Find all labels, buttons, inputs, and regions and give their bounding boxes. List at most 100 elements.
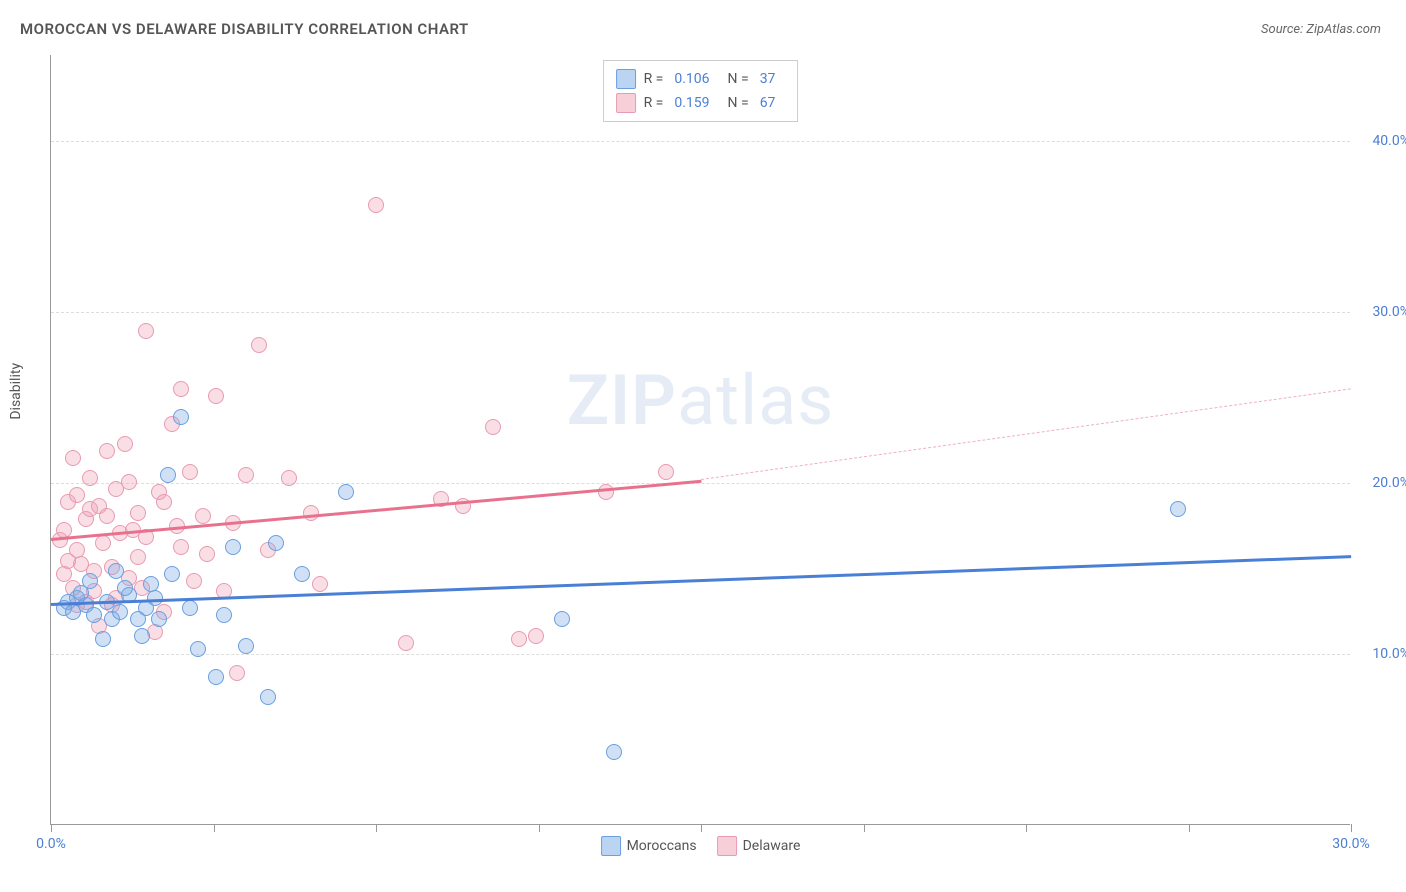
data-point [554, 611, 570, 627]
watermark-bold: ZIP [567, 360, 677, 442]
n-label: N = [728, 95, 749, 111]
data-point [195, 508, 211, 524]
data-point [338, 484, 354, 500]
watermark: ZIPatlas [567, 360, 835, 442]
watermark-rest: atlas [677, 360, 834, 442]
data-point [134, 628, 150, 644]
data-point [303, 505, 319, 521]
data-point [208, 669, 224, 685]
r-label: R = [644, 95, 664, 111]
n-label: N = [728, 71, 749, 87]
stats-legend: R = 0.106 N = 37 R = 0.159 N = 67 [603, 60, 799, 122]
legend-label-moroccans: Moroccans [627, 838, 697, 854]
data-point [130, 549, 146, 565]
trend-dash-delaware [701, 389, 1351, 481]
data-point [229, 665, 245, 681]
n-value-delaware: 67 [760, 95, 776, 111]
swatch-blue-icon [601, 836, 621, 856]
data-point [485, 419, 501, 435]
x-tick [1189, 824, 1190, 832]
data-point [95, 535, 111, 551]
data-point [238, 467, 254, 483]
x-tick-label-right: 30.0% [1332, 836, 1370, 852]
data-point [511, 631, 527, 647]
data-point [173, 409, 189, 425]
data-point [138, 323, 154, 339]
data-point [190, 641, 206, 657]
data-point [1170, 501, 1186, 517]
data-point [368, 197, 384, 213]
legend-item-delaware: Delaware [717, 836, 801, 856]
trend-line-delaware [51, 479, 701, 540]
data-point [312, 576, 328, 592]
r-value-moroccans: 0.106 [674, 71, 709, 87]
data-point [268, 535, 284, 551]
data-point [173, 539, 189, 555]
data-point [130, 505, 146, 521]
data-point [86, 607, 102, 623]
data-point [117, 580, 133, 596]
data-point [281, 470, 297, 486]
data-point [182, 600, 198, 616]
data-point [160, 467, 176, 483]
x-tick [51, 824, 52, 832]
x-tick [539, 824, 540, 832]
data-point [199, 546, 215, 562]
data-point [164, 566, 180, 582]
data-point [95, 631, 111, 647]
y-tick-label: 20.0% [1372, 475, 1406, 491]
n-value-moroccans: 37 [760, 71, 776, 87]
swatch-pink-icon [717, 836, 737, 856]
series-legend: Moroccans Delaware [601, 836, 801, 856]
data-point [260, 689, 276, 705]
x-tick [214, 824, 215, 832]
stats-row-delaware: R = 0.159 N = 67 [616, 91, 786, 115]
y-axis-label: Disability [8, 362, 24, 419]
data-point [225, 539, 241, 555]
data-point [251, 337, 267, 353]
plot-area: ZIPatlas Disability 10.0%20.0%30.0%40.0%… [50, 55, 1350, 825]
data-point [528, 628, 544, 644]
data-point [73, 585, 89, 601]
y-tick-label: 40.0% [1372, 133, 1406, 149]
data-point [69, 487, 85, 503]
x-tick [1026, 824, 1027, 832]
x-tick [864, 824, 865, 832]
data-point [56, 566, 72, 582]
r-value-delaware: 0.159 [674, 95, 709, 111]
r-label: R = [644, 71, 664, 87]
y-tick-label: 30.0% [1372, 304, 1406, 320]
data-point [606, 744, 622, 760]
gridline-h [51, 141, 1350, 142]
data-point [117, 436, 133, 452]
y-tick-label: 10.0% [1372, 646, 1406, 662]
x-tick-label-left: 0.0% [36, 836, 66, 852]
data-point [108, 563, 124, 579]
x-tick [701, 824, 702, 832]
stats-row-moroccans: R = 0.106 N = 37 [616, 67, 786, 91]
data-point [294, 566, 310, 582]
legend-item-moroccans: Moroccans [601, 836, 697, 856]
x-tick [376, 824, 377, 832]
data-point [658, 464, 674, 480]
data-point [151, 611, 167, 627]
trend-line-moroccans [51, 555, 1351, 605]
data-point [121, 474, 137, 490]
gridline-h [51, 312, 1350, 313]
data-point [182, 464, 198, 480]
source-credit: Source: ZipAtlas.com [1261, 22, 1381, 37]
data-point [99, 443, 115, 459]
data-point [112, 604, 128, 620]
data-point [82, 470, 98, 486]
x-tick [1351, 824, 1352, 832]
swatch-pink-icon [616, 93, 636, 113]
data-point [173, 381, 189, 397]
data-point [143, 576, 159, 592]
data-point [398, 635, 414, 651]
data-point [99, 508, 115, 524]
swatch-blue-icon [616, 69, 636, 89]
data-point [598, 484, 614, 500]
data-point [208, 388, 224, 404]
chart-title: MOROCCAN VS DELAWARE DISABILITY CORRELAT… [20, 20, 469, 38]
data-point [65, 450, 81, 466]
